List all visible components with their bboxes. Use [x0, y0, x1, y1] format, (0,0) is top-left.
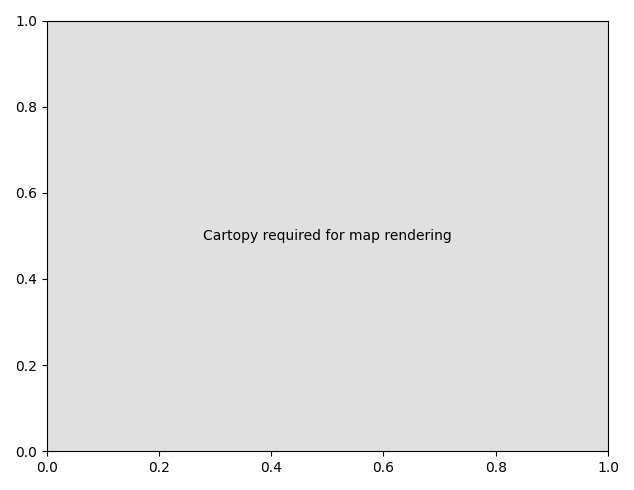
Text: Cartopy required for map rendering: Cartopy required for map rendering: [203, 229, 452, 243]
